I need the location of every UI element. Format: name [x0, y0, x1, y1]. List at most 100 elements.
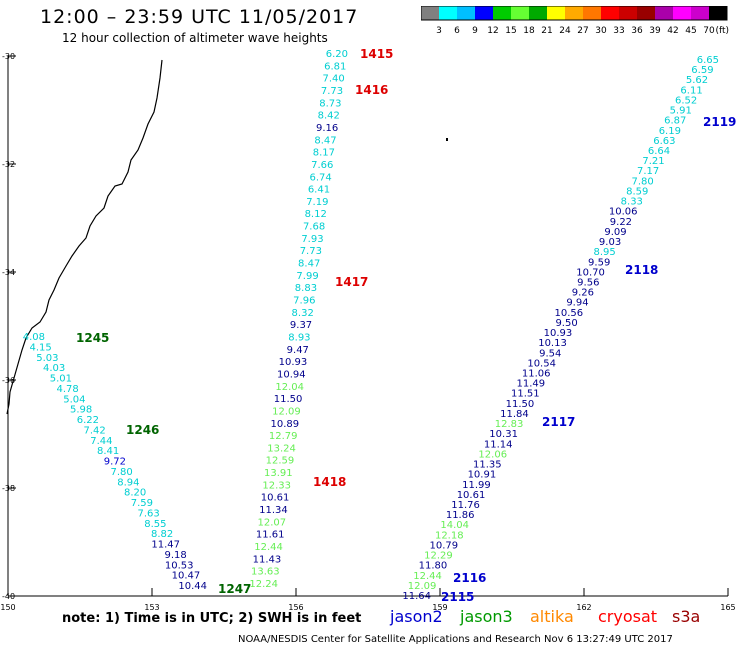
legend-swatch: [475, 6, 493, 20]
swh-value: 6.63: [653, 136, 675, 147]
legend-swatch: [493, 6, 511, 20]
swh-value: 7.80: [110, 467, 132, 478]
swh-value: 4.03: [43, 363, 65, 374]
swh-value: 8.47: [314, 135, 336, 146]
swh-value: 6.19: [659, 126, 681, 137]
legend-swatch: [529, 6, 547, 20]
swh-value: 6.59: [691, 65, 713, 76]
swh-value: 7.17: [637, 166, 659, 177]
swh-value: 5.01: [50, 374, 72, 385]
swh-value: 7.44: [90, 436, 112, 447]
swh-value: 7.21: [642, 156, 664, 167]
swh-value: 7.42: [83, 425, 105, 436]
swh-value: 13.91: [264, 468, 293, 479]
swh-value: 11.50: [274, 394, 303, 405]
pass-label: 1418: [313, 475, 346, 489]
swh-value: 9.72: [104, 457, 126, 468]
swh-value: 5.91: [670, 106, 692, 117]
legend-swatch: [457, 6, 475, 20]
swh-value: 5.04: [63, 394, 85, 405]
swh-value: 11.35: [473, 460, 502, 471]
swh-value: 12.59: [266, 456, 295, 467]
swh-value: 9.03: [599, 237, 621, 248]
swh-value: 13.24: [267, 443, 296, 454]
swh-value: 9.47: [287, 345, 309, 356]
swh-value: 9.16: [316, 123, 338, 134]
swh-value: 5.98: [70, 405, 92, 416]
swh-value: 10.61: [261, 493, 290, 504]
swh-value: 4.08: [23, 332, 45, 343]
swh-value: 10.54: [527, 358, 556, 369]
swh-value: 10.94: [277, 369, 306, 380]
legend-tick: 9: [472, 26, 478, 36]
swh-value: 6.64: [648, 146, 670, 157]
swh-value: 6.22: [77, 415, 99, 426]
swh-value: 12.09: [272, 406, 301, 417]
swh-value: 10.53: [165, 560, 194, 571]
swh-value: 12.24: [249, 579, 278, 590]
swh-value: 6.65: [697, 55, 719, 66]
swh-value: 7.93: [301, 234, 323, 245]
swh-value: 6.81: [324, 61, 346, 72]
swh-value: 8.82: [151, 529, 173, 540]
swh-value: 9.94: [566, 298, 588, 309]
swh-value: 10.91: [468, 470, 497, 481]
legend-swatch: [709, 6, 727, 20]
legend-tick: 12: [487, 26, 498, 36]
legend-swatch: [673, 6, 691, 20]
swh-value: 10.79: [430, 540, 459, 551]
swh-value: 10.70: [576, 267, 605, 278]
lat-label: -38: [2, 484, 15, 493]
swh-value: 10.31: [489, 429, 518, 440]
legend-swatch: [583, 6, 601, 20]
swh-value: 10.06: [609, 207, 638, 218]
swh-value: 11.14: [484, 439, 513, 450]
swh-value: 12.07: [257, 517, 286, 528]
swh-value: 7.96: [293, 296, 315, 307]
lon-label: 153: [144, 603, 159, 612]
swh-value: 10.89: [271, 419, 300, 430]
satellite-jason3: jason3: [460, 607, 513, 626]
swh-value: 7.19: [306, 197, 328, 208]
swh-value: 8.42: [318, 111, 340, 122]
swh-value: 7.80: [632, 176, 654, 187]
legend-tick: 45: [685, 26, 696, 36]
legend-tick: 36: [631, 26, 643, 36]
swh-value: 6.41: [308, 185, 330, 196]
lon-label: 156: [288, 603, 303, 612]
pass-label: 2115: [441, 590, 474, 604]
legend-tick: 42: [667, 26, 678, 36]
legend-swatch: [691, 6, 709, 20]
page-title: 12:00 – 23:59 UTC 11/05/2017: [40, 6, 359, 28]
swh-value: 11.86: [446, 510, 475, 521]
swh-value: 11.99: [462, 480, 491, 491]
swh-value: 8.95: [593, 247, 615, 258]
pass-label: 2118: [625, 263, 658, 277]
legend-tick: 3: [436, 26, 442, 36]
swh-value: 8.94: [117, 477, 139, 488]
legend-swatch: [601, 6, 619, 20]
swh-value: 7.73: [321, 86, 343, 97]
swh-value: 10.93: [544, 328, 573, 339]
satellite-cryosat: cryosat: [598, 607, 658, 626]
swh-value: 9.26: [572, 288, 594, 299]
swh-value: 11.80: [419, 561, 448, 572]
swh-value: 9.54: [539, 348, 561, 359]
swh-value: 7.66: [311, 160, 333, 171]
footer-note: note: 1) Time is in UTC; 2) SWH is in fe…: [62, 611, 362, 626]
legend-tick: 15: [505, 26, 516, 36]
legend-tick: 6: [454, 26, 460, 36]
lon-label: 159: [432, 603, 447, 612]
swh-value: 9.50: [555, 318, 577, 329]
swh-value: 13.63: [251, 567, 280, 578]
legend-swatch: [637, 6, 655, 20]
swh-value: 11.64: [402, 591, 431, 602]
coastline: [6, 59, 448, 415]
pass-label: 2117: [542, 415, 575, 429]
wave-height-legend: 3 6 9 12 15 18 21 24 27 30 33 36 39 42 45 70 (ft): [421, 6, 729, 36]
swh-value: 12.04: [275, 382, 304, 393]
swh-value: 12.09: [408, 581, 437, 592]
swh-value: 12.83: [495, 419, 524, 430]
lat-label: -30: [2, 52, 15, 61]
swh-value: 9.22: [610, 217, 632, 228]
